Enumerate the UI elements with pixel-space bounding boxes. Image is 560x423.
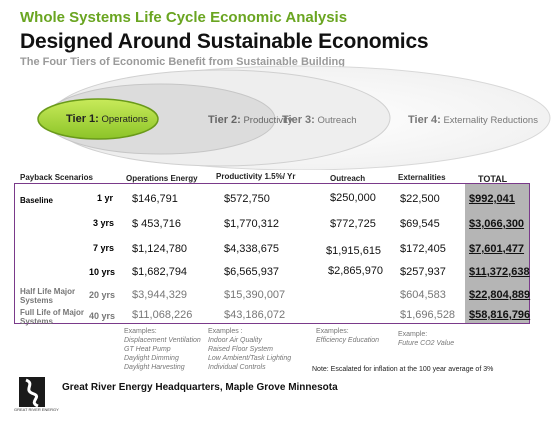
great-river-energy-logo (19, 377, 45, 408)
row-label-line2: Systems (20, 296, 53, 305)
column-header-productivity: Productivity 1.5%/ Yr (216, 172, 296, 181)
cell-externalities: $22,500 (400, 193, 440, 205)
row-period: 3 yrs (93, 218, 115, 228)
tier1-label: Tier 1: Operations (66, 113, 148, 125)
cell-operations: $146,791 (132, 193, 178, 205)
examples-operations: Examples: Displacement Ventilation GT He… (124, 328, 201, 371)
cell-total: $992,041 (469, 193, 515, 205)
cell-externalities: $1,696,528 (400, 309, 456, 321)
column-header-outreach: Outreach (330, 174, 366, 183)
cell-operations: $1,124,780 (132, 243, 188, 255)
cell-operations: $1,682,794 (132, 266, 188, 278)
tier4-label: Tier 4: Externality Reductions (408, 114, 538, 126)
cell-productivity: $43,186,072 (224, 309, 286, 321)
row-label: Baseline (20, 196, 53, 205)
row-period: 20 yrs (89, 290, 116, 300)
tier-ellipses-diagram (37, 65, 551, 170)
cell-externalities: $172,405 (400, 243, 446, 255)
cell-total: $7,601,477 (469, 243, 525, 255)
column-header-total: TOTAL (478, 174, 508, 184)
inflation-note: Note: Escalated for inflation at the 100… (312, 366, 494, 373)
cell-outreach: $1,915,615 (326, 245, 382, 257)
row-period: 40 yrs (89, 311, 116, 321)
examples-outreach: Examples: Efficiency Education (316, 328, 380, 344)
column-header-scenarios: Payback Scenarios (20, 173, 93, 182)
tier2-label: Tier 2: Productivity (208, 114, 293, 126)
tier1-ellipse (37, 98, 159, 140)
footer-caption: Great River Energy Headquarters, Maple G… (62, 382, 338, 393)
cell-total: $11,372,638 (469, 266, 530, 278)
logo-text: GREAT RIVER ENERGY (14, 407, 59, 412)
column-header-externalities: Externalities (398, 173, 446, 182)
cell-operations: $11,068,226 (132, 309, 193, 321)
examples-productivity: Examples : Indoor Air Quality Raised Flo… (208, 328, 292, 371)
cell-productivity: $4,338,675 (224, 243, 280, 255)
payback-table-frame (14, 183, 530, 324)
column-header-operations: Operations Energy (126, 174, 198, 183)
row-label: Half Life Major (20, 287, 76, 296)
total-column-background (465, 184, 529, 323)
cell-outreach: $250,000 (330, 192, 376, 204)
cell-productivity: $6,565,937 (224, 266, 280, 278)
cell-outreach: $2,865,970 (328, 265, 384, 277)
tier3-label: Tier 3: Outreach (282, 114, 357, 126)
cell-productivity: $1,770,312 (224, 218, 280, 230)
row-label: Full Life of Major (20, 308, 84, 317)
subtitle: Designed Around Sustainable Economics (20, 30, 429, 53)
examples-externalities: Example: Future CO2 Value (398, 331, 455, 347)
cell-externalities: $604,583 (400, 289, 446, 301)
cell-productivity: $572,750 (224, 193, 270, 205)
title: Whole Systems Life Cycle Economic Analys… (20, 9, 348, 26)
cell-total: $3,066,300 (469, 218, 525, 230)
tagline: The Four Tiers of Economic Benefit from … (20, 56, 345, 68)
cell-outreach: $772,725 (330, 218, 376, 230)
row-period: 10 yrs (89, 267, 116, 277)
cell-externalities: $69,545 (400, 218, 440, 230)
cell-externalities: $257,937 (400, 266, 446, 278)
cell-total: $58,816,796 (469, 309, 531, 321)
cell-operations: $3,944,329 (132, 289, 188, 301)
cell-productivity: $15,390,007 (224, 289, 286, 301)
row-period: 7 yrs (93, 243, 115, 253)
cell-total: $22,804,889 (469, 289, 531, 301)
cell-operations: $ 453,716 (132, 218, 181, 230)
row-period: 1 yr (97, 193, 114, 203)
row-label-line2: Systems (20, 317, 53, 326)
